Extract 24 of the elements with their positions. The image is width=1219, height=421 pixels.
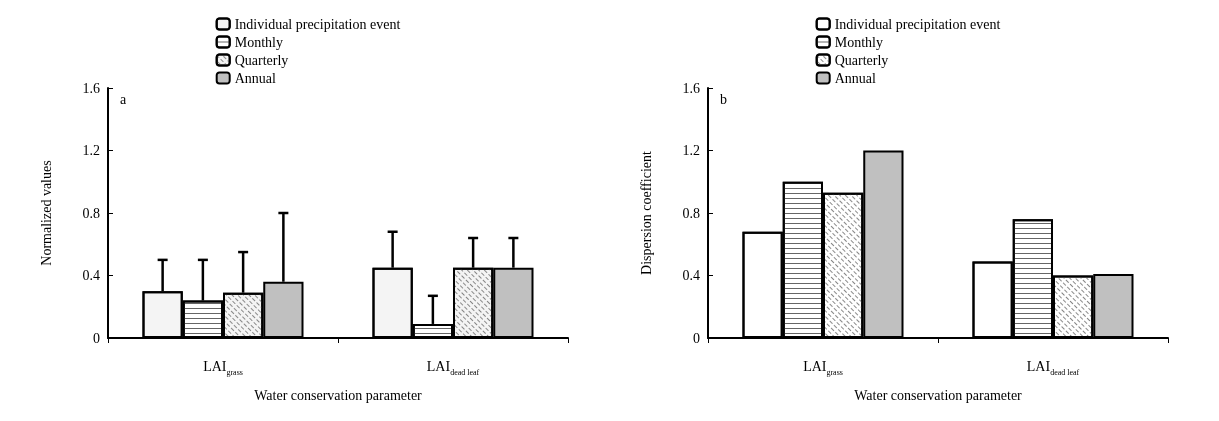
y-tick-label: 0 [93,330,100,346]
legend-label: Annual [834,70,877,86]
legend-label: Annual [234,70,277,86]
y-tick-label: 0.8 [682,205,700,221]
y-tick-label: 1.2 [682,143,700,158]
legend-label: Quarterly [834,52,889,68]
legend-label: Individual precipitation event [234,16,401,32]
y-tick-label: 1.2 [82,143,100,158]
legend-label: Monthly [834,34,883,50]
y-tick-label: 0 [693,330,700,346]
y-axis-title: Normalized values [38,160,54,266]
annotation: a [120,91,127,107]
legend-label: Individual precipitation event [834,16,1001,32]
y-tick-label: 0.4 [82,268,100,283]
x-axis-title: Water conservation parameter [254,387,423,403]
y-axis-title: Dispersion coefficient [638,151,654,275]
y-tick-label: 0.8 [82,205,100,221]
y-tick-label: 1.6 [82,80,100,96]
y-tick-label: 1.6 [682,80,700,96]
annotation: b [720,91,727,107]
x-axis-title: Water conservation parameter [854,387,1023,403]
legend-label: Quarterly [234,52,289,68]
y-tick-label: 0.4 [682,268,700,283]
legend-label: Monthly [234,34,283,50]
